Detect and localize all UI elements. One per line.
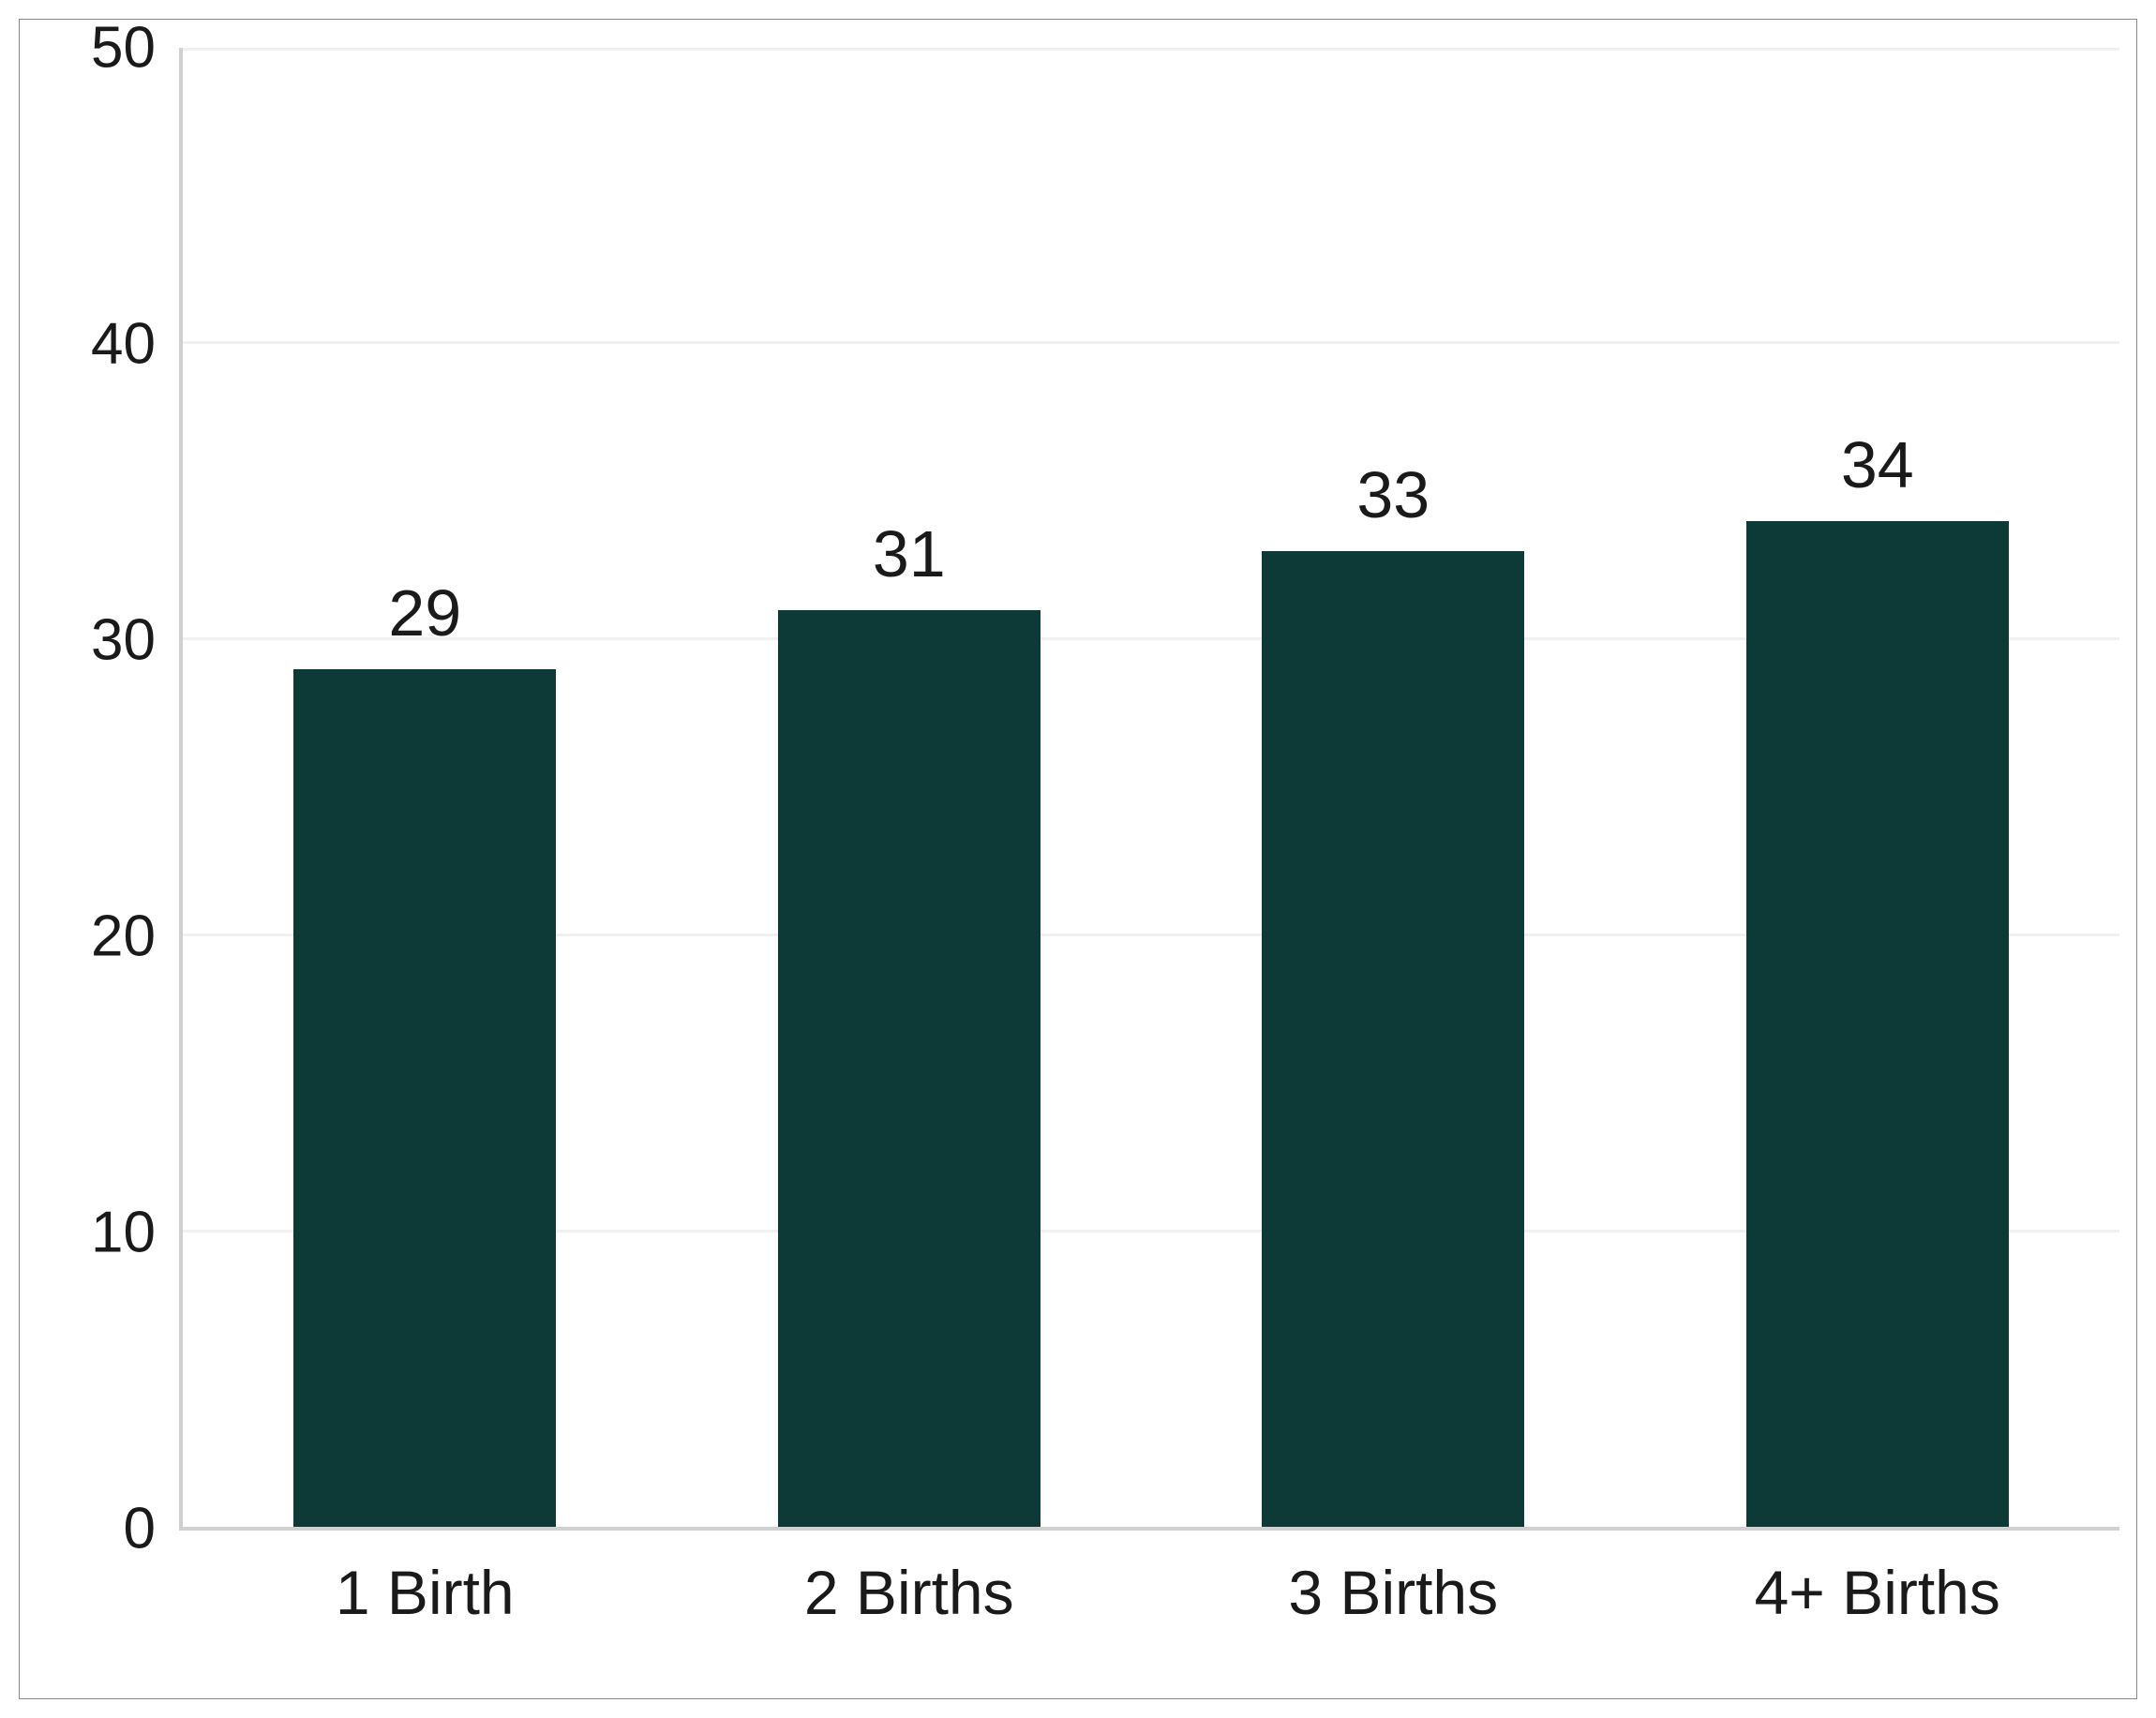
chart-container: 0 10 20 30 40 50 29 31 33 34 1 Bir [19,19,2137,1699]
bar [1262,551,1524,1527]
bar-group: 31 [667,516,1152,1527]
bar [293,669,556,1527]
bar [778,610,1041,1527]
bar-group: 33 [1151,457,1636,1527]
x-axis-line [179,1527,2119,1531]
y-tick-label: 20 [91,904,156,970]
bar-value-label: 29 [388,575,461,650]
bar [1746,521,2009,1527]
bar-value-label: 31 [873,516,946,591]
y-tick-label: 0 [124,1496,156,1562]
bar-group: 29 [183,575,667,1527]
x-labels: 1 Birth 2 Births 3 Births 4+ Births [183,1557,2119,1628]
y-tick-label: 50 [91,15,156,82]
y-tick-label: 10 [91,1200,156,1266]
x-tick-label: 1 Birth [183,1557,667,1628]
x-tick-label: 4+ Births [1636,1557,2120,1628]
y-tick-label: 30 [91,607,156,674]
x-tick-label: 3 Births [1151,1557,1636,1628]
x-tick-label: 2 Births [667,1557,1152,1628]
bars-container: 29 31 33 34 [183,48,2119,1527]
y-tick-label: 40 [91,311,156,378]
plot-area: 0 10 20 30 40 50 29 31 33 34 [179,48,2119,1529]
bar-value-label: 33 [1356,457,1430,532]
bar-value-label: 34 [1841,427,1914,502]
bar-group: 34 [1636,427,2120,1527]
